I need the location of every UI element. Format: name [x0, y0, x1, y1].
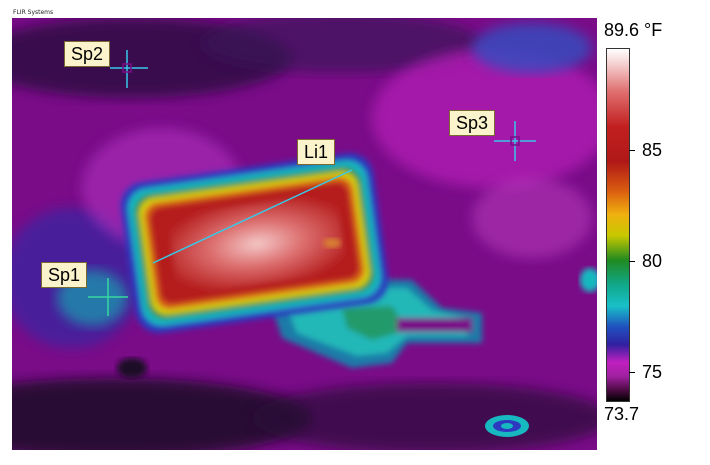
- scale-tick: [629, 261, 635, 262]
- crosshair-sp2: [110, 50, 148, 88]
- scale-tick-label-80: 80: [642, 251, 663, 271]
- crosshair-sp3: [494, 121, 536, 161]
- measurement-line-li1: [152, 169, 353, 264]
- scale-min-label: 73.7: [604, 404, 640, 424]
- scale-tick-label-85: 85: [642, 140, 663, 160]
- scale-max-label: 89.6 °F: [604, 20, 663, 40]
- temperature-scale-bar: [606, 48, 630, 402]
- line-label-li1: Li1: [297, 139, 336, 165]
- thermal-image: [12, 18, 597, 450]
- scale-tick: [629, 372, 635, 373]
- thermal-canvas: [12, 18, 597, 450]
- scale-tick: [629, 150, 635, 151]
- scale-tick-label-75: 75: [642, 362, 663, 382]
- brand-label: FLIR Systems: [13, 9, 54, 16]
- spot-label-sp3: Sp3: [449, 110, 496, 136]
- spot-label-sp1: Sp1: [41, 262, 88, 288]
- spot-label-sp2: Sp2: [64, 41, 111, 67]
- crosshair-sp1: [88, 278, 128, 316]
